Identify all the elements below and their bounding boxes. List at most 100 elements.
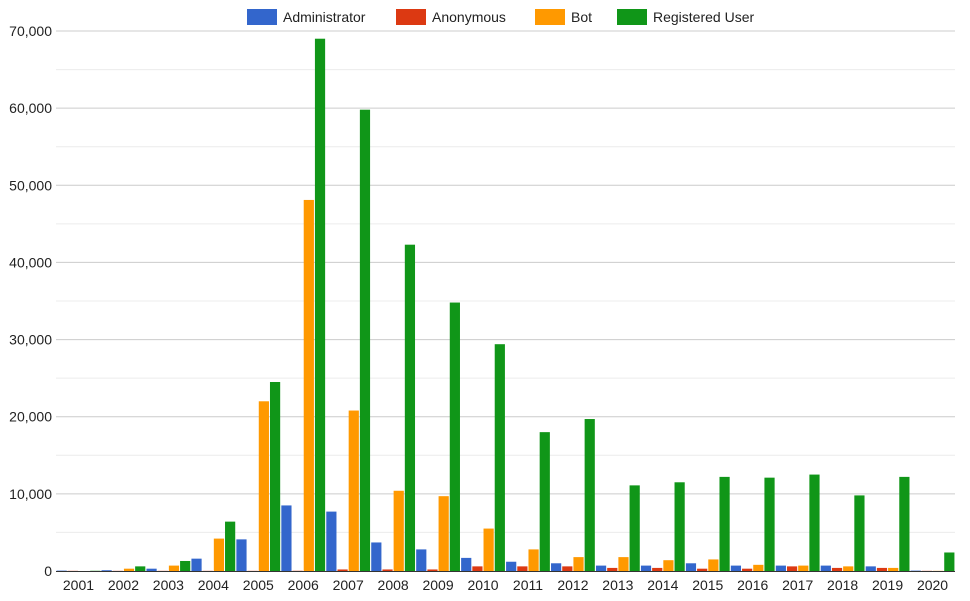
x-tick-label: 2017 <box>782 577 813 593</box>
x-tick-label: 2002 <box>108 577 139 593</box>
y-tick-label: 70,000 <box>9 23 52 39</box>
x-tick-label: 2009 <box>422 577 453 593</box>
bar-anonymous-2007 <box>337 569 348 571</box>
bar-administrator-2011 <box>506 561 517 571</box>
legend-swatch <box>535 9 565 25</box>
x-tick-label: 2020 <box>917 577 948 593</box>
bar-bot-2010 <box>483 528 494 571</box>
bar-bot-2014 <box>663 560 674 571</box>
bar-registered-user-2003 <box>180 560 191 571</box>
legend-item: Administrator <box>247 9 366 25</box>
bar-administrator-2007 <box>326 511 337 571</box>
legend-item: Anonymous <box>396 9 506 25</box>
bar-registered-user-2005 <box>269 382 281 571</box>
legend-item: Registered User <box>617 9 754 25</box>
x-tick-label: 2011 <box>513 577 543 593</box>
y-tick-label: 60,000 <box>9 100 52 116</box>
bar-bot-2013 <box>618 557 629 571</box>
bar-bot-2017 <box>798 565 809 571</box>
x-tick-label: 2015 <box>692 577 723 593</box>
bar-bot-2005 <box>258 401 269 571</box>
bar-administrator-2009 <box>416 549 427 571</box>
bar-registered-user-2008 <box>404 244 416 571</box>
legend-label: Anonymous <box>432 9 506 25</box>
bar-administrator-2006 <box>281 505 292 571</box>
legend-swatch <box>396 9 426 25</box>
bar-bot-2018 <box>843 566 854 571</box>
x-tick-label: 2013 <box>602 577 633 593</box>
bar-bot-2009 <box>438 496 449 571</box>
bar-administrator-2010 <box>461 557 472 571</box>
bar-anonymous-2012 <box>562 566 573 571</box>
bar-administrator-2004 <box>191 558 202 571</box>
bar-registered-user-2007 <box>359 109 371 571</box>
bar-bot-2003 <box>168 565 180 571</box>
bar-registered-user-2014 <box>674 482 685 571</box>
y-tick-label: 50,000 <box>9 177 52 193</box>
x-tick-label: 2005 <box>243 577 274 593</box>
bar-anonymous-2013 <box>607 567 618 571</box>
bar-bot-2019 <box>888 567 899 571</box>
x-tick-label: 2014 <box>647 577 678 593</box>
bar-administrator-2016 <box>730 565 742 571</box>
x-tick-label: 2007 <box>333 577 364 593</box>
x-tick-label: 2018 <box>827 577 858 593</box>
bar-registered-user-2002 <box>135 566 146 571</box>
bar-anonymous-2019 <box>876 567 888 571</box>
x-tick-label: 2008 <box>378 577 409 593</box>
legend-item: Bot <box>535 9 592 25</box>
bar-bot-2002 <box>123 568 135 571</box>
bar-bot-2012 <box>573 557 584 571</box>
bar-registered-user-2004 <box>225 521 236 571</box>
bar-anonymous-2016 <box>742 568 753 571</box>
y-tick-label: 0 <box>44 563 52 579</box>
bar-registered-user-2011 <box>539 432 550 571</box>
grid-layer <box>56 30 955 533</box>
bar-anonymous-2017 <box>786 566 798 571</box>
legend-label: Administrator <box>283 9 366 25</box>
y-tick-label: 40,000 <box>9 254 52 270</box>
legend-label: Bot <box>571 9 592 25</box>
bar-administrator-2008 <box>371 542 382 571</box>
bar-administrator-2019 <box>865 566 876 571</box>
bar-administrator-2003 <box>146 568 157 571</box>
bar-administrator-2012 <box>551 563 562 571</box>
x-tick-label: 2003 <box>153 577 184 593</box>
bar-registered-user-2006 <box>314 38 326 571</box>
legend-swatch <box>247 9 277 25</box>
bar-registered-user-2016 <box>764 477 775 571</box>
bar-registered-user-2018 <box>854 495 865 571</box>
x-tick-label: 2019 <box>872 577 903 593</box>
x-tick-label: 2012 <box>557 577 588 593</box>
bar-administrator-2013 <box>595 565 607 571</box>
x-tick-label: 2006 <box>288 577 319 593</box>
y-tick-label: 20,000 <box>9 409 52 425</box>
x-tick-label: 2004 <box>198 577 229 593</box>
x-tick-label: 2016 <box>737 577 768 593</box>
bar-anonymous-2010 <box>472 566 483 571</box>
bar-anonymous-2015 <box>697 568 708 571</box>
bar-bot-2006 <box>303 199 314 571</box>
x-tick-label: 2010 <box>467 577 498 593</box>
bar-bot-2016 <box>753 564 764 571</box>
bar-registered-user-2017 <box>809 474 820 571</box>
legend-swatch <box>617 9 647 25</box>
y-tick-label: 10,000 <box>9 486 52 502</box>
y-tick-label: 30,000 <box>9 332 52 348</box>
bars-layer <box>56 38 955 571</box>
bar-bot-2011 <box>528 549 539 571</box>
bar-anonymous-2009 <box>427 569 438 571</box>
bar-anonymous-2018 <box>831 567 843 571</box>
legend-label: Registered User <box>653 9 754 25</box>
bar-bot-2015 <box>708 559 719 571</box>
axis-layer: 0 10,000 20,000 30,000 40,000 50,000 60,000 70,… <box>9 23 955 593</box>
bar-registered-user-2009 <box>449 302 460 571</box>
bar-anonymous-2008 <box>382 569 393 571</box>
bar-administrator-2014 <box>640 565 652 571</box>
bar-administrator-2017 <box>775 565 786 571</box>
x-tick-label: 2001 <box>63 577 94 593</box>
bar-registered-user-2015 <box>719 476 730 571</box>
bar-registered-user-2020 <box>944 552 955 571</box>
